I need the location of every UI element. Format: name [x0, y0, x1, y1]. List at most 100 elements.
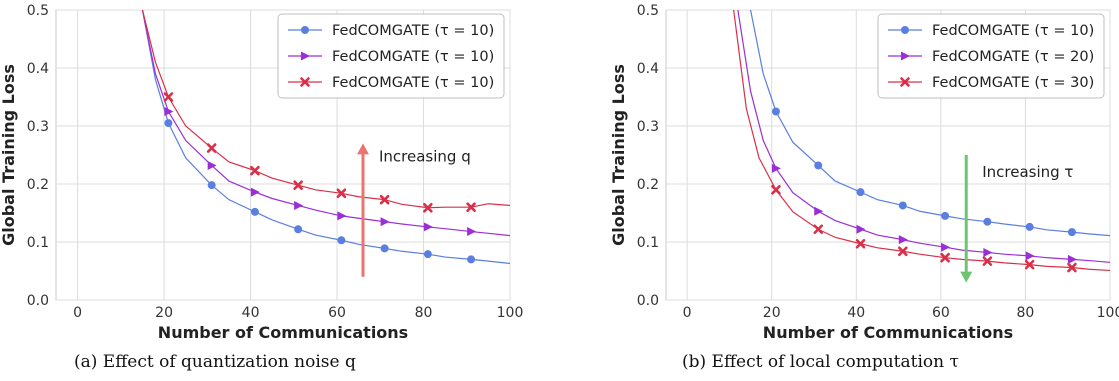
legend-label: FedCOMGATE (τ = 10): [332, 49, 494, 65]
x-tick-label: 20: [763, 305, 781, 321]
caption-b: (b) Effect of local computation τ: [682, 352, 959, 372]
series-line: [737, 10, 1110, 263]
legend-box: [277, 13, 505, 99]
y-tick-label: 0.3: [27, 119, 49, 135]
chart-a: 0 20 40 60 80 100 0.0 0.1 0.2 0.3 0.4 0.5 Number of …: [0, 3, 523, 342]
x-tick-label: 60: [328, 305, 346, 321]
marker-triangle: [901, 51, 910, 61]
marker-triangle: [250, 187, 260, 197]
marker-x: [163, 92, 174, 102]
caption-a: (a) Effect of quantization noise q: [74, 352, 356, 372]
plot-series: [733, 10, 1110, 273]
y-axis-label: Global Training Loss: [0, 64, 18, 246]
marker-circle: [294, 225, 303, 234]
marker-x: [466, 202, 476, 212]
x-tick-label: 100: [497, 305, 524, 321]
marker-circle: [941, 211, 950, 220]
marker-x: [1024, 259, 1035, 270]
x-tick-label: 20: [155, 305, 173, 321]
marker-x: [1067, 262, 1077, 273]
legend-label: FedCOMGATE (τ = 10): [932, 23, 1094, 39]
marker-triangle: [294, 200, 304, 210]
marker-x: [813, 224, 824, 235]
marker-circle: [164, 119, 173, 128]
annotation-label: Increasing τ: [982, 163, 1073, 181]
legend-item-2: FedCOMGATE (τ = 10): [288, 49, 494, 65]
y-tick-label: 0.2: [637, 177, 659, 193]
arrow-head: [356, 143, 369, 155]
series-3: [141, 10, 510, 213]
marker-triangle: [983, 247, 993, 257]
marker-triangle: [1025, 251, 1035, 261]
marker-x: [206, 143, 217, 153]
marker-circle: [250, 207, 259, 216]
y-tick-label: 0.3: [637, 119, 659, 135]
marker-circle: [814, 161, 823, 170]
annotation-label: Increasing q: [379, 147, 471, 165]
marker-x: [855, 238, 866, 249]
marker-triangle: [467, 227, 477, 237]
y-tick-label: 0.5: [27, 3, 49, 19]
y-tick-label: 0.0: [637, 293, 659, 309]
marker-circle: [1025, 222, 1034, 231]
y-tick-label: 0.5: [637, 3, 659, 19]
series-3: [733, 10, 1110, 273]
legend-label: FedCOMGATE (τ = 10): [332, 75, 494, 91]
series-1: [141, 10, 510, 265]
marker-x: [771, 185, 781, 195]
legend-box: [877, 13, 1105, 99]
legend-label: FedCOMGATE (τ = 10): [332, 23, 494, 39]
marker-x: [300, 77, 310, 87]
series-2: [141, 10, 510, 237]
x-tick-label: 0: [73, 305, 82, 321]
marker-triangle: [301, 51, 310, 61]
annotation-arrow: Increasing q: [356, 143, 471, 277]
marker-x: [898, 246, 908, 257]
legend: FedCOMGATE (τ = 10) FedCOMGATE (τ = 10) Fe…: [277, 13, 505, 99]
y-tick-label: 0.1: [637, 235, 659, 251]
x-tick-label: 40: [847, 305, 865, 321]
series-2: [737, 10, 1110, 264]
legend-item-1: FedCOMGATE (τ = 10): [288, 23, 494, 39]
x-tick-label: 60: [932, 305, 950, 321]
marker-circle: [301, 26, 309, 34]
legend: FedCOMGATE (τ = 10) FedCOMGATE (τ = 20) Fe…: [877, 13, 1105, 99]
arrow-head: [960, 271, 973, 283]
series-line: [141, 10, 510, 265]
marker-circle: [423, 250, 432, 259]
y-axis-label: Global Training Loss: [609, 64, 628, 246]
marker-triangle: [1067, 254, 1077, 264]
marker-circle: [337, 236, 346, 245]
marker-triangle: [164, 107, 174, 116]
marker-x: [982, 256, 993, 266]
marker-triangle: [207, 160, 217, 170]
x-axis-label: Number of Communications: [763, 323, 1013, 342]
marker-x: [423, 202, 433, 213]
marker-triangle: [771, 163, 781, 173]
marker-triangle: [423, 222, 433, 232]
series-line: [749, 10, 1110, 237]
marker-circle: [898, 201, 907, 210]
series-line: [141, 10, 510, 237]
x-tick-label: 100: [1097, 305, 1119, 321]
marker-circle: [380, 244, 389, 253]
x-axis-label: Number of Communications: [158, 323, 408, 342]
y-tick-label: 0.2: [27, 177, 49, 193]
legend-item-1: FedCOMGATE (τ = 10): [888, 23, 1094, 39]
marker-circle: [901, 26, 909, 34]
series-1: [749, 10, 1110, 237]
marker-triangle: [337, 211, 347, 221]
marker-triangle: [380, 217, 390, 227]
legend-item-2: FedCOMGATE (τ = 20): [888, 49, 1094, 65]
x-tick-label: 80: [415, 305, 433, 321]
chart-b: 0 20 40 60 80 100 0.0 0.1 0.2 0.3 0.4 0.5 Number of …: [609, 3, 1119, 342]
legend-label: FedCOMGATE (τ = 20): [932, 49, 1094, 65]
legend-label: FedCOMGATE (τ = 30): [932, 75, 1094, 91]
marker-x: [900, 77, 910, 87]
annotation-arrow: Increasing τ: [960, 155, 1073, 283]
marker-x: [336, 188, 347, 199]
marker-circle: [856, 188, 865, 197]
marker-triangle: [814, 206, 824, 216]
marker-triangle: [898, 235, 908, 245]
